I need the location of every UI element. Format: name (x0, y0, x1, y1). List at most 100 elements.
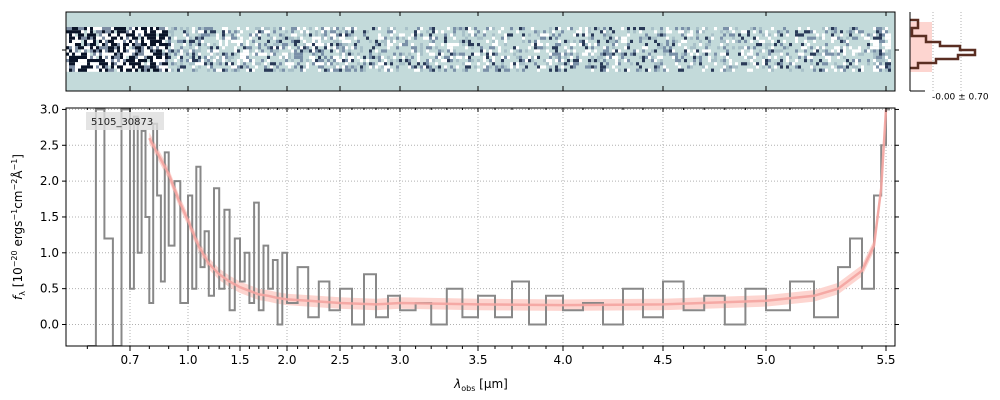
spectrum-2d-pixel (114, 43, 117, 47)
spectrum-2d-pixel (594, 27, 597, 31)
spectrum-2d-pixel (501, 65, 504, 69)
spectrum-2d-pixel (147, 46, 150, 50)
spectrum-2d-pixel (87, 68, 90, 72)
spectrum-2d-pixel (570, 27, 573, 31)
spectrum-2d-pixel (426, 36, 429, 40)
spectrum-2d-pixel (606, 68, 609, 72)
spectrum-2d-pixel (495, 65, 498, 69)
spectrum-2d-pixel (114, 55, 117, 59)
spectrum-2d-pixel (270, 36, 273, 40)
spectrum-2d-pixel (843, 62, 846, 66)
spectrum-2d-pixel (591, 55, 594, 59)
spectrum-2d-pixel (489, 59, 492, 63)
spectrum-2d-pixel (804, 55, 807, 59)
spectrum-2d-pixel (525, 49, 528, 53)
spectrum-2d-pixel (198, 52, 201, 56)
spectrum-2d-pixel (375, 43, 378, 47)
spectrum-2d-pixel (168, 36, 171, 40)
spectrum-2d-pixel (222, 52, 225, 56)
spectrum-2d-pixel (435, 62, 438, 66)
spectrum-2d-pixel (783, 46, 786, 50)
spectrum-2d-pixel (642, 27, 645, 31)
spectrum-2d-pixel (414, 30, 417, 34)
spectrum-2d-pixel (81, 46, 84, 50)
spectrum-2d-pixel (450, 49, 453, 53)
spectrum-2d-pixel (429, 27, 432, 31)
spectrum-2d-pixel (222, 27, 225, 31)
spectrum-2d-pixel (504, 55, 507, 59)
observed-spectrum-line (87, 108, 890, 346)
spectrum-2d-pixel (483, 49, 486, 53)
spectrum-2d-pixel (768, 33, 771, 37)
spectrum-2d-pixel (465, 65, 468, 69)
spectrum-2d-pixel (138, 49, 141, 53)
spectrum-2d-pixel (867, 33, 870, 37)
spectrum-2d-pixel (387, 39, 390, 43)
spectrum-2d-pixel (879, 62, 882, 66)
spectrum-2d-pixel (657, 46, 660, 50)
spectrum-2d-pixel (105, 30, 108, 34)
spectrum-2d-pixel (642, 55, 645, 59)
spectrum-2d-pixel (606, 55, 609, 59)
spectrum-2d-pixel (606, 49, 609, 53)
spectrum-2d-pixel (417, 59, 420, 63)
spectrum-2d-pixel (420, 33, 423, 37)
spectrum-2d-pixel (231, 33, 234, 37)
spectrum-2d-pixel (714, 52, 717, 56)
spectrum-2d-pixel (873, 43, 876, 47)
spectrum-2d-pixel (111, 68, 114, 72)
spectrum-2d-pixel (726, 30, 729, 34)
spectrum-2d-pixel (255, 30, 258, 34)
spectrum-2d-pixel (147, 39, 150, 43)
spectrum-2d-pixel (171, 68, 174, 72)
spectrum-2d-pixel (117, 59, 120, 63)
spectrum-2d-pixel (159, 55, 162, 59)
spectrum-2d-pixel (186, 36, 189, 40)
spectrum-2d-pixel (390, 43, 393, 47)
spectrum-2d-panel (62, 11, 899, 92)
spectrum-2d-pixel (342, 36, 345, 40)
spectrum-2d-pixel (831, 30, 834, 34)
spectrum-2d-pixel (102, 43, 105, 47)
spectrum-2d-pixel (354, 46, 357, 50)
spectrum-2d-pixel (837, 49, 840, 53)
spectrum-2d-pixel (261, 59, 264, 63)
spectrum-2d-pixel (78, 65, 81, 69)
spectrum-2d-pixel (873, 55, 876, 59)
spectrum-2d-pixel (78, 39, 81, 43)
spectrum-2d-pixel (654, 39, 657, 43)
spectrum-2d-pixel (459, 52, 462, 56)
spectrum-2d-pixel (474, 65, 477, 69)
spectrum-2d-pixel (156, 49, 159, 53)
spectrum-2d-pixel (447, 49, 450, 53)
spectrum-2d-pixel (459, 39, 462, 43)
spectrum-2d-pixel (834, 68, 837, 72)
spectrum-2d-pixel (801, 46, 804, 50)
spectrum-2d-pixel (108, 68, 111, 72)
spectrum-2d-pixel (237, 49, 240, 53)
spectrum-2d-pixel (702, 65, 705, 69)
spectrum-2d-pixel (72, 49, 75, 53)
spectrum-2d-pixel (618, 52, 621, 56)
spectrum-2d-pixel (570, 43, 573, 47)
spectrum-2d-pixel (246, 65, 249, 69)
spectrum-2d-pixel (777, 30, 780, 34)
spectrum-2d-pixel (510, 62, 513, 66)
spectrum-2d-pixel (132, 68, 135, 72)
spectrum-2d-pixel (726, 27, 729, 31)
spectrum-2d-pixel (66, 52, 69, 56)
spectrum-2d-pixel (246, 59, 249, 63)
spectrum-2d-pixel (495, 43, 498, 47)
spectrum-2d-pixel (144, 33, 147, 37)
spectrum-2d-pixel (108, 27, 111, 31)
spectrum-2d-pixel (816, 49, 819, 53)
spectrum-2d-pixel (720, 43, 723, 47)
spectrum-2d-pixel (300, 59, 303, 63)
spectrum-2d-pixel (135, 39, 138, 43)
spectrum-2d-pixel (768, 52, 771, 56)
spectrum-2d-pixel (477, 43, 480, 47)
spectrum-2d-pixel (159, 27, 162, 31)
spectrum-2d-pixel (858, 59, 861, 63)
spectrum-2d-pixel (162, 46, 165, 50)
spectrum-2d-pixel (585, 46, 588, 50)
